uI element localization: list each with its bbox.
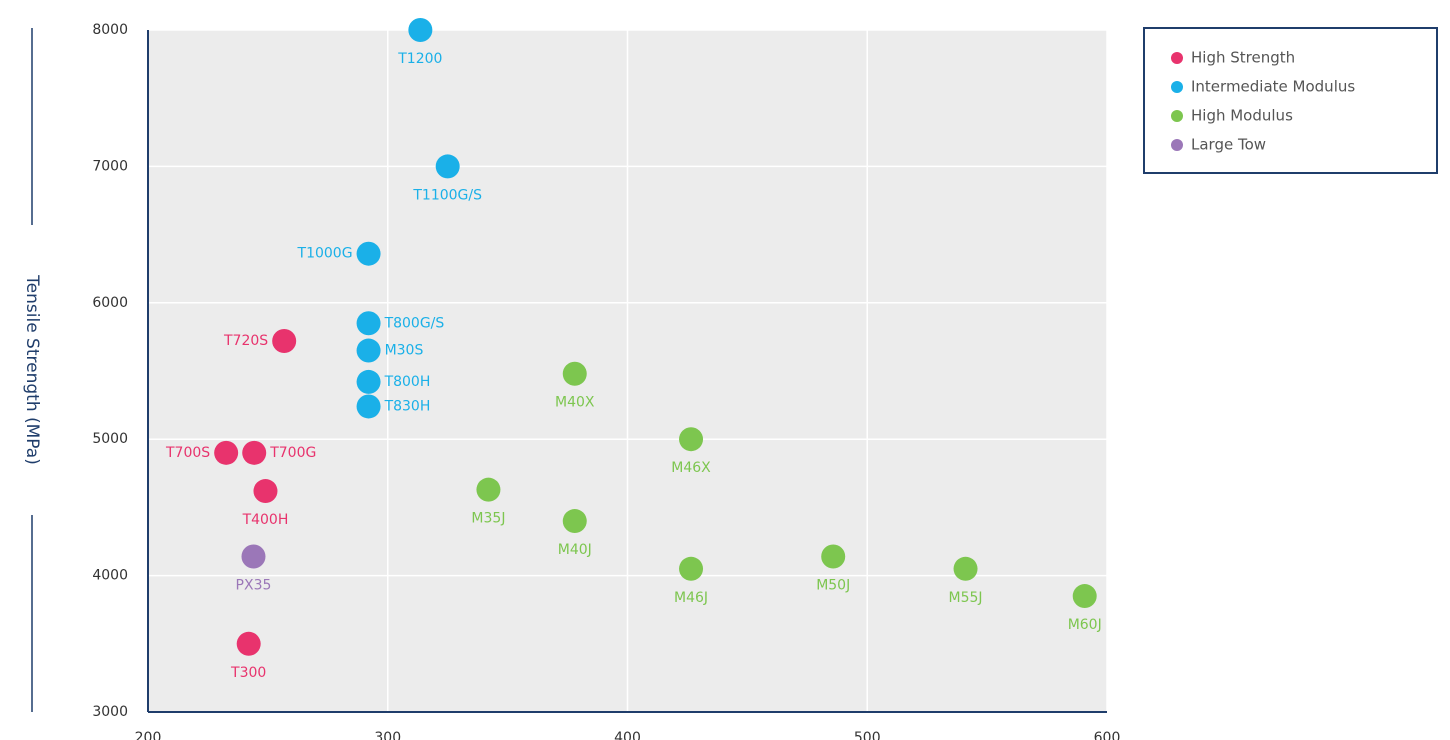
point <box>242 440 267 465</box>
legend-label: High Strength <box>1191 49 1295 67</box>
point <box>476 477 501 502</box>
point-label: T1000G <box>297 246 353 262</box>
point-label: T830H <box>384 398 431 414</box>
legend-marker <box>1171 81 1183 93</box>
point-label: T800G/S <box>384 315 445 331</box>
point <box>1072 584 1097 609</box>
x-tick-label: 400 <box>614 730 641 740</box>
legend-label: Large Tow <box>1191 136 1266 154</box>
y-tick-label: 5000 <box>92 431 128 447</box>
point <box>562 509 587 534</box>
y-axis-label-group: Tensile Strength (MPa) <box>22 28 42 712</box>
y-tick-label: 7000 <box>92 158 128 174</box>
point-label: M50J <box>816 578 850 594</box>
point-label: T700G <box>269 445 316 461</box>
y-tick-label: 3000 <box>92 704 128 720</box>
y-tick-label: 8000 <box>92 22 128 38</box>
point-label: T720S <box>223 333 268 349</box>
point-label: M60J <box>1068 617 1102 633</box>
legend-marker <box>1171 52 1183 64</box>
point-label: T1100G/S <box>412 187 482 203</box>
point-label: M40X <box>555 395 595 411</box>
point-label: M35J <box>471 511 505 527</box>
point <box>253 479 278 504</box>
x-tick-label: 200 <box>135 730 162 740</box>
point-label: T300 <box>230 665 266 681</box>
point-label: M46J <box>674 590 708 606</box>
x-tick-label: 600 <box>1094 730 1121 740</box>
legend-marker <box>1171 110 1183 122</box>
point <box>408 18 433 42</box>
point-label: T400H <box>242 512 289 528</box>
point-label: T800H <box>384 374 431 390</box>
point-label: M55J <box>949 590 983 606</box>
point <box>356 394 381 419</box>
point-label: PX35 <box>236 578 272 594</box>
point-label: T1200 <box>397 51 442 67</box>
point <box>562 361 587 386</box>
x-tick-label: 300 <box>374 730 401 740</box>
point <box>356 311 381 336</box>
point <box>214 440 239 465</box>
y-tick-label: 4000 <box>92 568 128 584</box>
point <box>356 369 381 394</box>
point <box>679 556 704 581</box>
x-tick-label: 500 <box>854 730 881 740</box>
point-label: M40J <box>558 542 592 558</box>
point <box>953 556 978 581</box>
y-axis-label: Tensile Strength (MPa) <box>22 274 42 465</box>
legend-marker <box>1171 139 1183 151</box>
point-label: M46X <box>671 460 711 476</box>
point <box>435 154 460 179</box>
point <box>236 631 261 656</box>
legend-label: Intermediate Modulus <box>1191 78 1355 96</box>
point <box>241 544 266 569</box>
point <box>821 544 846 569</box>
point-label: M30S <box>385 343 424 359</box>
legend-box <box>1143 27 1438 174</box>
y-tick-label: 6000 <box>92 295 128 311</box>
point-label: T700S <box>165 445 210 461</box>
legend-label: High Modulus <box>1191 107 1293 125</box>
point <box>272 328 297 353</box>
point <box>679 427 704 452</box>
point <box>356 241 381 266</box>
point <box>356 338 381 363</box>
